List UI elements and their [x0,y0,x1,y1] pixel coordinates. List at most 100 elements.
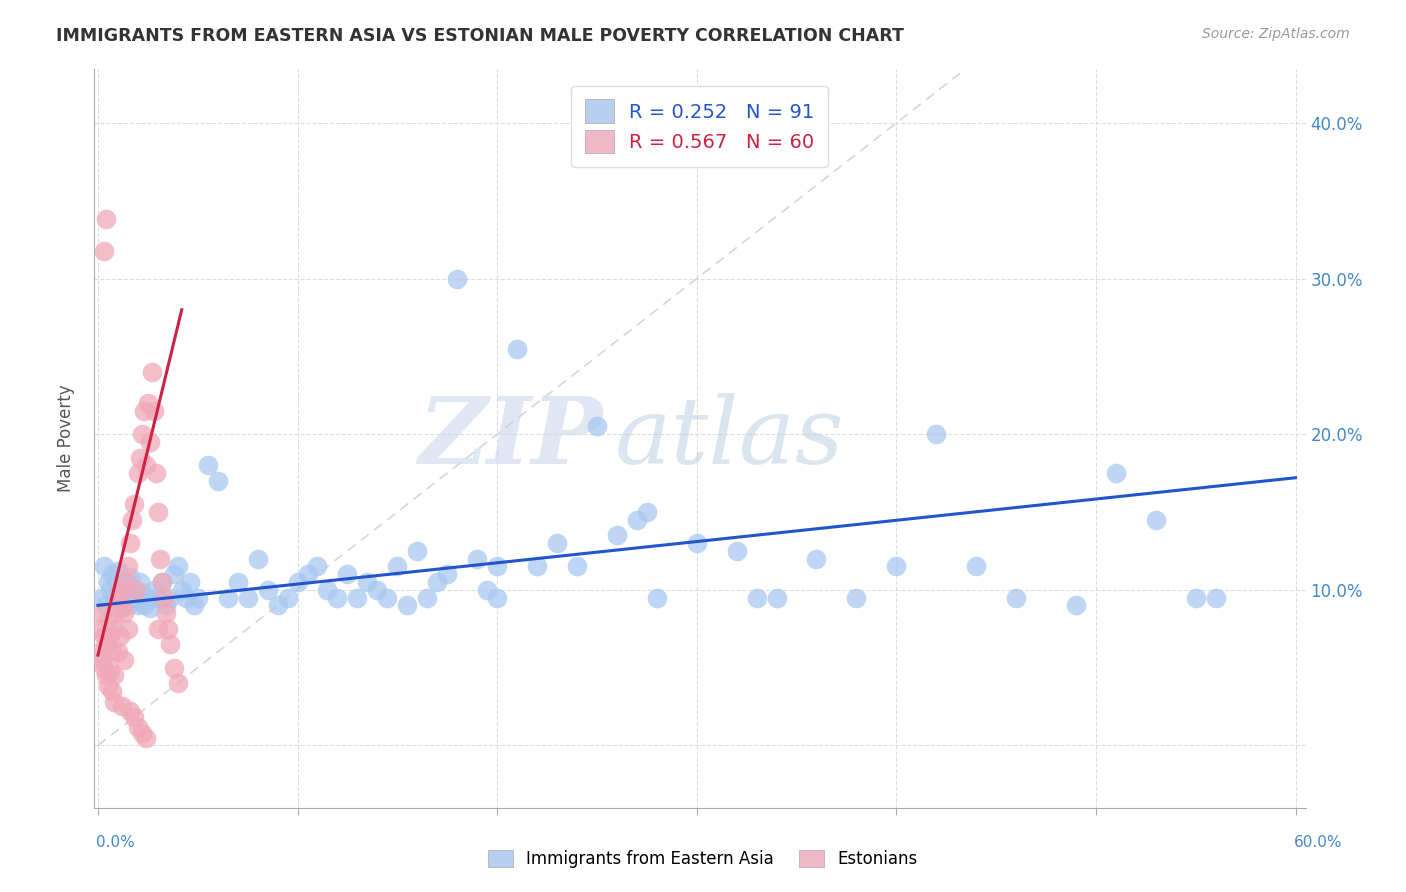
Point [107,591,129,605]
Point [1105,466,1128,480]
Text: Source: ZipAtlas.com: Source: ZipAtlas.com [1202,27,1350,41]
Point [396,599,419,613]
Point [149,551,172,566]
Point [104,574,127,589]
Point [375,591,398,605]
Point [1205,591,1227,605]
Point [135,731,157,745]
Point [131,726,153,740]
Point [1005,591,1028,605]
Point [886,559,908,574]
Point [104,606,127,620]
Point [127,599,149,613]
Point [132,599,155,613]
Point [586,419,609,434]
Point [98,582,121,597]
Point [565,559,588,574]
Point [163,660,186,674]
Point [626,513,648,527]
Point [112,653,135,667]
Point [118,704,141,718]
Point [107,591,129,605]
Point [107,645,129,659]
Point [118,570,141,584]
Point [125,582,148,597]
Point [307,559,329,574]
Point [256,582,278,597]
Point [146,505,169,519]
Text: IMMIGRANTS FROM EASTERN ASIA VS ESTONIAN MALE POVERTY CORRELATION CHART: IMMIGRANTS FROM EASTERN ASIA VS ESTONIAN… [56,27,904,45]
Point [117,559,139,574]
Point [765,591,787,605]
Point [179,574,201,589]
Point [465,551,488,566]
Point [121,591,143,605]
Text: atlas: atlas [614,393,845,483]
Point [1064,599,1087,613]
Point [111,699,134,714]
Point [446,271,468,285]
Legend: Immigrants from Eastern Asia, Estonians: Immigrants from Eastern Asia, Estonians [481,843,925,875]
Point [146,622,169,636]
Point [94,637,117,651]
Point [108,630,131,644]
Point [965,559,987,574]
Legend: R = 0.252   N = 91, R = 0.567   N = 60: R = 0.252 N = 91, R = 0.567 N = 60 [571,86,828,167]
Point [128,450,150,465]
Point [316,582,339,597]
Point [150,574,173,589]
Point [127,466,149,480]
Point [98,630,121,644]
Point [93,244,115,258]
Point [845,591,868,605]
Point [156,622,179,636]
Point [145,466,167,480]
Point [297,567,319,582]
Text: 0.0%: 0.0% [96,836,135,850]
Point [636,505,658,519]
Point [93,559,115,574]
Point [90,653,112,667]
Point [1144,513,1167,527]
Point [366,582,388,597]
Point [155,606,177,620]
Point [526,559,548,574]
Point [645,591,668,605]
Text: 60.0%: 60.0% [1295,836,1343,850]
Point [506,342,529,356]
Point [486,559,509,574]
Point [686,536,709,550]
Point [89,645,111,659]
Point [277,591,299,605]
Point [94,212,117,227]
Point [121,513,143,527]
Point [111,599,134,613]
Point [166,559,188,574]
Point [150,574,173,589]
Point [170,582,193,597]
Point [97,679,120,693]
Point [90,606,112,620]
Point [122,710,145,724]
Point [94,599,117,613]
Point [115,574,138,589]
Point [426,574,449,589]
Point [115,574,138,589]
Point [101,567,124,582]
Point [236,591,259,605]
Point [725,544,748,558]
Point [155,599,177,613]
Point [416,591,439,605]
Point [356,574,378,589]
Point [183,599,205,613]
Point [197,458,219,473]
Point [122,591,145,605]
Point [108,582,131,597]
Point [97,614,120,628]
Point [131,586,153,600]
Point [112,606,135,620]
Point [546,536,568,550]
Point [606,528,628,542]
Point [136,396,159,410]
Point [98,664,121,678]
